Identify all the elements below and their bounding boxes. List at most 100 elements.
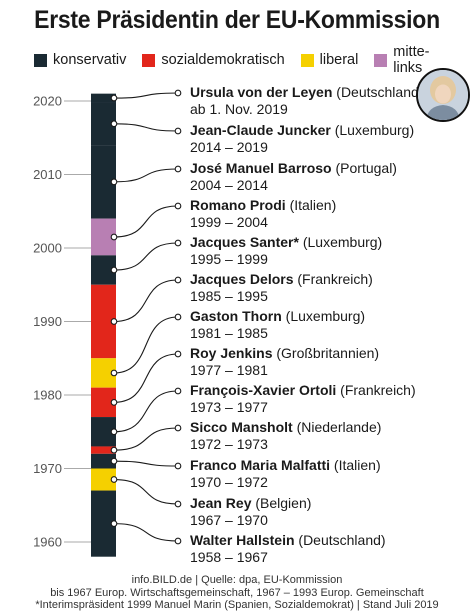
president-entry: Sicco Mansholt (Niederlande) 1972 – 1973 xyxy=(190,419,381,453)
connector-line xyxy=(113,123,179,132)
connector-dot xyxy=(174,462,182,470)
president-term: 1958 – 1967 xyxy=(190,549,268,565)
legend-swatch-mitte-links xyxy=(374,53,388,67)
connector-dot xyxy=(110,446,118,454)
president-term: 1972 – 1973 xyxy=(190,436,268,452)
legend-label-sozialdemokratisch: sozialdemokratisch xyxy=(161,52,285,68)
president-name: Jean Rey xyxy=(190,495,252,511)
portrait-icon xyxy=(418,70,468,120)
president-country: (Großbritannien) xyxy=(276,345,380,361)
axis-tick-label: 2000 xyxy=(33,241,62,256)
connector-line xyxy=(113,390,179,433)
connector-dot xyxy=(110,178,118,186)
connector-dot xyxy=(110,120,118,128)
axis-tick-label: 2020 xyxy=(33,94,62,109)
legend-item-mitte-links: mitte-links xyxy=(374,44,458,76)
president-term: 1985 – 1995 xyxy=(190,288,268,304)
president-name-line: Jacques Delors (Frankreich) xyxy=(190,271,373,288)
president-country: (Italien) xyxy=(333,457,381,473)
axis-tick-label: 1980 xyxy=(33,388,62,403)
connector-dot xyxy=(174,500,182,508)
president-name-line: Sicco Mansholt (Niederlande) xyxy=(190,419,381,436)
president-country: (Luxemburg) xyxy=(302,234,383,250)
legend-item-liberal: liberal xyxy=(300,52,359,68)
connector-line xyxy=(113,523,179,542)
connector-dot xyxy=(110,399,118,406)
president-term: 1977 – 1981 xyxy=(190,362,268,378)
legend-label-liberal: liberal xyxy=(319,52,359,68)
connector-dot xyxy=(174,313,182,321)
connector-dot xyxy=(110,318,118,325)
footer-source: info.BILD.de | Quelle: dpa, EU-Kommissio… xyxy=(131,574,343,586)
president-name: Walter Hallstein xyxy=(190,532,295,548)
timeline-segment xyxy=(91,453,116,469)
president-country: (Niederlande) xyxy=(296,419,382,435)
connector-dot xyxy=(174,165,182,173)
president-name: Franco Maria Malfatti xyxy=(190,457,331,473)
connector-dot xyxy=(174,387,182,395)
president-country: (Frankreich) xyxy=(340,382,416,398)
axis-tick-label: 1960 xyxy=(33,535,62,550)
president-term: ab 1. Nov. 2019 xyxy=(190,101,288,117)
president-name: Ursula von der Leyen xyxy=(190,84,333,100)
page-title: Erste Präsidentin der EU-Kommission xyxy=(34,6,440,34)
connector-dot xyxy=(110,476,118,483)
president-country: (Deutschland) xyxy=(298,532,386,548)
president-name: José Manuel Barroso xyxy=(190,160,332,176)
connector-line xyxy=(113,168,179,183)
president-entry: Jean-Claude Juncker (Luxemburg) 2014 – 20… xyxy=(190,122,414,156)
president-country: (Luxemburg) xyxy=(285,308,366,324)
president-name-line: Jacques Santer* (Luxemburg) xyxy=(190,234,382,251)
president-name-line: Franco Maria Malfatti (Italien) xyxy=(190,457,381,474)
president-entry: François-Xavier Ortoli (Frankreich) 1973 … xyxy=(190,382,416,416)
axis-tick-label: 1970 xyxy=(33,461,62,476)
timeline-segment xyxy=(91,468,116,491)
legend-item-konservativ: konservativ xyxy=(34,52,126,68)
footer-note-2: *Interimspräsident 1999 Manuel Marin (Sp… xyxy=(35,599,439,611)
president-term: 1995 – 1999 xyxy=(190,251,268,267)
connector-dot xyxy=(174,424,182,432)
connector-dot xyxy=(174,537,182,545)
connector-dot xyxy=(110,428,118,436)
president-country: (Luxemburg) xyxy=(334,122,415,138)
president-name-line: Jean Rey (Belgien) xyxy=(190,495,311,512)
legend-item-sozialdemokratisch: sozialdemokratisch xyxy=(142,52,285,68)
connector-line xyxy=(113,279,179,323)
president-country: (Portugal) xyxy=(335,160,397,176)
president-name-line: Roy Jenkins (Großbritannien) xyxy=(190,345,379,362)
connector-line xyxy=(113,92,179,99)
president-name-line: Walter Hallstein (Deutschland) xyxy=(190,532,386,549)
footer-note-1: bis 1967 Europ. Wirtschaftsgemeinschaft,… xyxy=(50,586,424,599)
timeline-segment xyxy=(91,446,116,454)
president-name-line: Ursula von der Leyen (Deutschland) xyxy=(190,84,423,101)
president-term: 2004 – 2014 xyxy=(190,177,268,193)
president-name: Romano Prodi xyxy=(190,197,286,213)
portrait-avatar xyxy=(416,68,470,122)
president-entry: Walter Hallstein (Deutschland) 1958 – 196… xyxy=(190,532,386,566)
president-name: Jacques Santer* xyxy=(190,234,299,250)
president-country: (Italien) xyxy=(289,197,337,213)
president-entry: Ursula von der Leyen (Deutschland) ab 1. … xyxy=(190,84,423,118)
connector-dot xyxy=(110,233,118,241)
legend-label-konservativ: konservativ xyxy=(53,52,127,68)
president-entry: Jean Rey (Belgien) 1967 – 1970 xyxy=(190,495,311,529)
president-name: Gaston Thorn xyxy=(190,308,282,324)
connector-dot xyxy=(174,89,182,97)
connector-line xyxy=(113,478,179,505)
president-term: 1967 – 1970 xyxy=(190,512,268,528)
president-name-line: José Manuel Barroso (Portugal) xyxy=(190,160,397,177)
connector-line xyxy=(113,460,179,467)
axis-tick-label: 2010 xyxy=(33,167,62,182)
connector-dot xyxy=(174,276,182,284)
timeline-segment xyxy=(91,93,116,103)
president-name: Roy Jenkins xyxy=(190,345,273,361)
president-entry: Franco Maria Malfatti (Italien) 1970 – 19… xyxy=(190,457,381,491)
connector-dot xyxy=(174,127,182,135)
president-name-line: Romano Prodi (Italien) xyxy=(190,197,336,214)
president-name: Sicco Mansholt xyxy=(190,419,293,435)
president-name: Jacques Delors xyxy=(190,271,294,287)
connector-line xyxy=(113,316,179,374)
president-name-line: François-Xavier Ortoli (Frankreich) xyxy=(190,382,416,399)
legend: konservativ sozialdemokratisch liberal m… xyxy=(34,44,474,76)
